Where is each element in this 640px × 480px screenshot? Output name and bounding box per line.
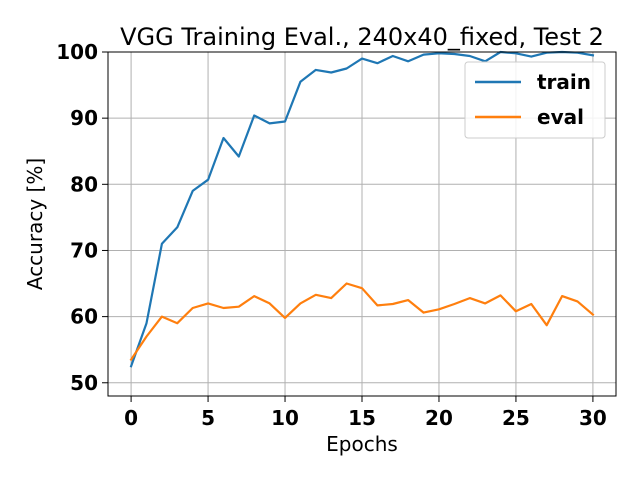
y-tick-label: 100 — [56, 40, 98, 64]
series-line-train — [129, 50, 595, 368]
x-axis-label: Epochs — [326, 432, 398, 456]
series-line-eval — [129, 282, 595, 362]
x-tick-label: 30 — [579, 406, 607, 430]
x-tick-label: 20 — [425, 406, 453, 430]
y-axis-label: Accuracy [%] — [23, 158, 47, 290]
y-tick-label: 70 — [70, 238, 98, 262]
legend: train eval — [464, 61, 606, 139]
x-tick-label: 15 — [348, 406, 376, 430]
y-tick-label: 90 — [70, 106, 98, 130]
y-tick-label: 80 — [70, 172, 98, 196]
y-tick-label: 50 — [70, 371, 98, 395]
x-tick-label: 0 — [124, 406, 138, 430]
x-tick-label: 5 — [201, 406, 215, 430]
series-lines — [129, 50, 595, 368]
y-tick-label: 60 — [70, 305, 98, 329]
x-tick-label: 10 — [271, 406, 299, 430]
chart-title: VGG Training Eval., 240x40_fixed, Test 2 — [120, 23, 604, 51]
x-tick-label: 25 — [502, 406, 530, 430]
legend-label-train: train — [537, 70, 591, 94]
legend-label-eval: eval — [537, 105, 584, 129]
axis-ticks: 0 5 10 15 20 25 30 50 60 70 80 90 100 — [56, 40, 607, 430]
